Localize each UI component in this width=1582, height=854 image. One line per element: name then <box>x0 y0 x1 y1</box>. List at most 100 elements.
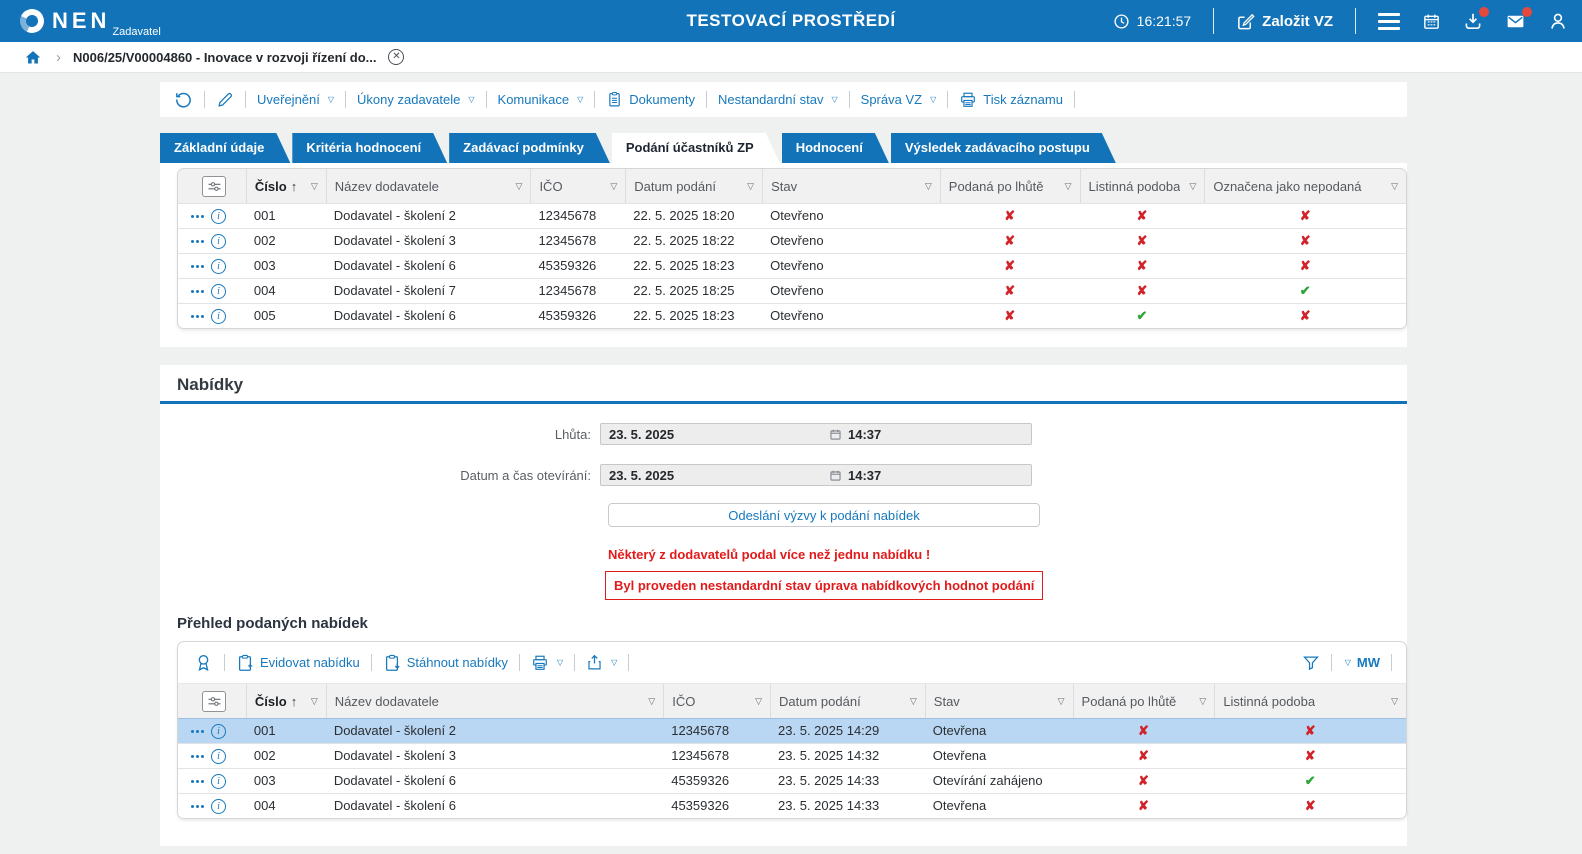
tab[interactable]: Výsledek zadávacího postupu <box>891 133 1116 163</box>
view-selector[interactable]: ▽ MW <box>1343 655 1380 670</box>
row-menu-icon[interactable] <box>191 264 204 268</box>
row-menu-icon[interactable] <box>191 754 204 758</box>
stahnout-nabidky-button[interactable]: Stáhnout nabídky <box>383 654 508 672</box>
edit-button[interactable] <box>216 91 234 109</box>
lhuta-datetime-field[interactable]: 23. 5. 2025 14:37 <box>600 423 1032 445</box>
info-icon[interactable]: i <box>211 258 226 274</box>
menu-ukony-zadavatele[interactable]: Úkony zadavatele ▽ <box>357 92 475 107</box>
table-row[interactable]: i 005 Dodavatel - školení 6 45359326 22.… <box>178 303 1406 328</box>
menu-sprava-vz[interactable]: Správa VZ ▽ <box>861 92 937 107</box>
downloads-button[interactable] <box>1463 7 1489 31</box>
filter-icon[interactable]: ▽ <box>924 180 932 191</box>
info-icon[interactable]: i <box>211 233 226 249</box>
tab[interactable]: Podání účastníků ZP <box>612 133 780 163</box>
filter-button[interactable] <box>1302 654 1320 672</box>
close-record-icon[interactable]: ✕ <box>388 49 405 65</box>
column-header-listinna-podoba[interactable]: Listinná podoba ▽ <box>1079 169 1205 203</box>
info-icon[interactable]: i <box>211 723 226 739</box>
column-settings-icon[interactable] <box>202 175 227 197</box>
send-request-button[interactable]: Odeslání výzvy k podání nabídek <box>608 503 1040 527</box>
column-header-ico[interactable]: IČO ▽ <box>663 684 770 718</box>
oteviranni-time-value[interactable]: 14:37 <box>848 467 882 483</box>
column-header-oznacena-nepodana[interactable]: Označena jako nepodaná ▽ <box>1204 169 1406 203</box>
row-menu-icon[interactable] <box>191 729 204 733</box>
info-icon[interactable]: i <box>211 308 226 324</box>
filter-icon[interactable]: ▽ <box>310 695 318 706</box>
column-header-nazev[interactable]: Název dodavatele ▽ <box>325 684 663 718</box>
info-icon[interactable]: i <box>211 208 226 224</box>
award-button[interactable] <box>194 653 213 672</box>
menu-dokumenty[interactable]: Dokumenty <box>606 91 695 108</box>
filter-icon[interactable]: ▽ <box>909 695 917 706</box>
column-header-datum[interactable]: Datum podání ▽ <box>625 169 762 203</box>
filter-icon[interactable]: ▽ <box>1391 695 1398 706</box>
info-icon[interactable]: i <box>211 748 226 764</box>
oteviranni-date-value[interactable]: 23. 5. 2025 <box>609 467 675 483</box>
info-icon[interactable]: i <box>211 283 226 299</box>
oteviranni-datetime-field[interactable]: 23. 5. 2025 14:37 <box>600 464 1032 486</box>
nen-logo[interactable]: NEN Zadavatel <box>16 5 161 38</box>
column-header-datum[interactable]: Datum podání ▽ <box>770 684 925 718</box>
filter-icon[interactable]: ▽ <box>1057 695 1065 706</box>
row-menu-icon[interactable] <box>191 804 204 808</box>
lhuta-time-value[interactable]: 14:37 <box>848 426 882 442</box>
tab[interactable]: Základní údaje <box>160 133 290 163</box>
history-button[interactable] <box>174 90 193 109</box>
info-icon[interactable]: i <box>211 773 226 789</box>
tab[interactable]: Kritéria hodnocení <box>292 133 447 163</box>
table-row[interactable]: i 004 Dodavatel - školení 7 12345678 22.… <box>178 278 1406 303</box>
filter-icon[interactable]: ▽ <box>1064 180 1072 191</box>
table-row[interactable]: i 003 Dodavatel - školení 6 45359326 23.… <box>178 768 1406 793</box>
info-icon[interactable]: i <box>211 798 226 814</box>
filter-icon[interactable]: ▽ <box>747 180 755 191</box>
home-button[interactable] <box>24 49 42 66</box>
menu-uverejneni[interactable]: Uveřejnění ▽ <box>257 92 334 107</box>
column-header-nazev[interactable]: Název dodavatele ▽ <box>325 169 531 203</box>
row-menu-icon[interactable] <box>191 314 204 318</box>
table-row[interactable]: i 003 Dodavatel - školení 6 45359326 22.… <box>178 253 1406 278</box>
table-row[interactable]: i 002 Dodavatel - školení 3 12345678 22.… <box>178 228 1406 253</box>
menu-nestandardni-stav[interactable]: Nestandardní stav ▽ <box>718 92 838 107</box>
row-menu-icon[interactable] <box>191 289 204 293</box>
filter-icon[interactable]: ▽ <box>648 695 656 706</box>
column-settings-icon[interactable] <box>202 690 227 712</box>
filter-icon[interactable]: ▽ <box>1391 180 1398 191</box>
tab[interactable]: Zadávací podmínky <box>449 133 610 163</box>
column-header-podana-po-lhute[interactable]: Podaná po lhůtě ▽ <box>939 169 1080 203</box>
evidovat-nabidku-button[interactable]: Evidovat nabídku <box>236 654 360 672</box>
menu-button[interactable] <box>1378 12 1400 30</box>
calendar-icon[interactable] <box>829 428 842 441</box>
filter-icon[interactable]: ▽ <box>515 180 523 191</box>
calendar-icon[interactable] <box>829 469 842 482</box>
profile-button[interactable] <box>1548 11 1568 31</box>
lhuta-date-value[interactable]: 23. 5. 2025 <box>609 426 675 442</box>
create-vz-button[interactable]: Založit VZ <box>1236 12 1333 31</box>
calendar-button[interactable] <box>1422 12 1441 31</box>
column-header-cislo[interactable]: Číslo ↑ ▽ <box>245 169 326 203</box>
export-button[interactable]: ▽ <box>586 654 617 671</box>
column-header-podana-po-lhute[interactable]: Podaná po lhůtě ▽ <box>1072 684 1215 718</box>
row-menu-icon[interactable] <box>191 779 204 783</box>
table-row[interactable]: i 002 Dodavatel - školení 3 12345678 23.… <box>178 743 1406 768</box>
column-header-stav[interactable]: Stav ▽ <box>924 684 1073 718</box>
filter-icon[interactable]: ▽ <box>1189 180 1197 191</box>
menu-komunikace[interactable]: Komunikace ▽ <box>498 92 584 107</box>
tab[interactable]: Hodnocení <box>782 133 889 163</box>
messages-button[interactable] <box>1505 6 1532 32</box>
table-row[interactable]: i 004 Dodavatel - školení 6 45359326 23.… <box>178 793 1406 818</box>
filter-icon[interactable]: ▽ <box>310 180 318 191</box>
table-row[interactable]: i 001 Dodavatel - školení 2 12345678 23.… <box>178 718 1406 743</box>
print-record-button[interactable]: Tisk záznamu <box>959 91 1063 109</box>
print-table-button[interactable]: ▽ <box>531 654 563 672</box>
column-header-stav[interactable]: Stav ▽ <box>762 169 940 203</box>
table-row[interactable]: i 001 Dodavatel - školení 2 12345678 22.… <box>178 203 1406 228</box>
filter-icon[interactable]: ▽ <box>755 695 763 706</box>
column-header-ico[interactable]: IČO ▽ <box>530 169 625 203</box>
filter-icon[interactable]: ▽ <box>610 180 618 191</box>
row-menu-icon[interactable] <box>191 214 204 218</box>
filter-icon[interactable]: ▽ <box>1199 695 1207 706</box>
breadcrumb-record[interactable]: N006/25/V00004860 - Inovace v rozvoji ří… <box>73 49 377 65</box>
row-menu-icon[interactable] <box>191 239 204 243</box>
column-header-listinna-podoba[interactable]: Listinná podoba ▽ <box>1214 684 1406 718</box>
column-header-cislo[interactable]: Číslo ↑ ▽ <box>245 684 326 718</box>
